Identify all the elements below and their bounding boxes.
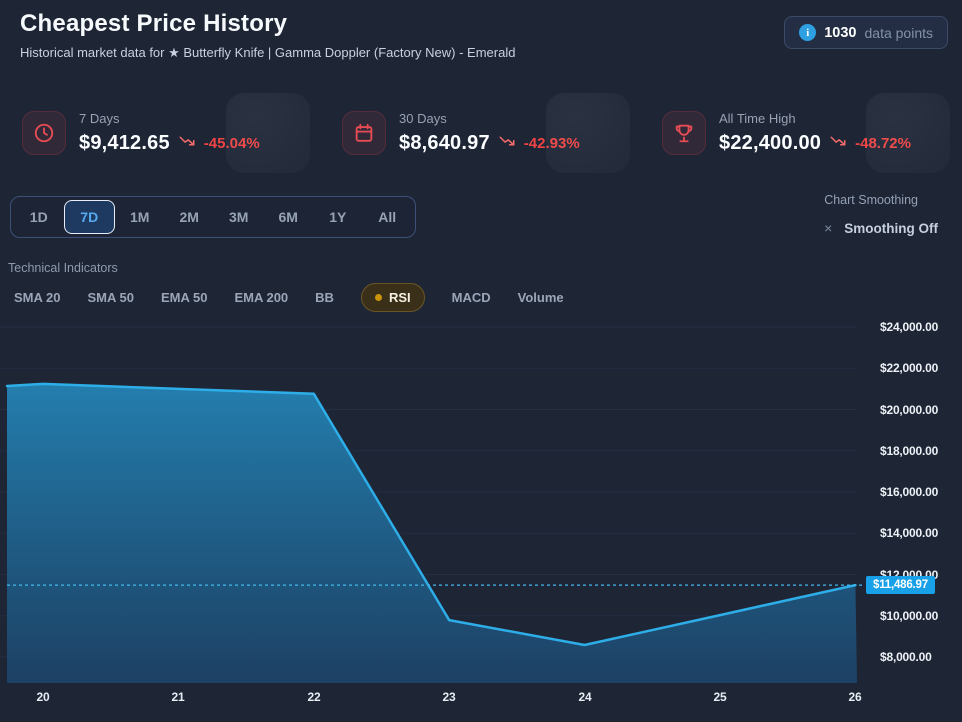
- time-range-selector: 1D 7D 1M 2M 3M 6M 1Y All: [10, 196, 416, 238]
- range-button-1m[interactable]: 1M: [130, 209, 150, 225]
- indicator-label: EMA 50: [160, 290, 208, 305]
- stats-row: 7 Days $9,412.65 -45.04% 30 Days $8,640.97 -4…: [0, 93, 962, 173]
- stat-label: All Time High: [719, 111, 796, 126]
- price-chart[interactable]: $24,000.00 $22,000.00 $20,000.00 $18,000.00…: [0, 318, 962, 722]
- trending-down-icon: [829, 132, 847, 155]
- range-button-1d[interactable]: 1D: [29, 209, 48, 225]
- indicator-label: EMA 200: [234, 290, 289, 305]
- indicator-label: SMA 20: [14, 290, 61, 305]
- price-line: [5, 382, 857, 647]
- indicators-row: SMA 20 SMA 50 EMA 50 EMA 200 BB RSI MACD Volume: [14, 282, 564, 313]
- card-decoration: [866, 93, 950, 173]
- x-axis-label: 26: [848, 690, 862, 704]
- stat-value: $9,412.65: [79, 132, 170, 154]
- y-axis-label: $24,000.00: [880, 320, 939, 334]
- stat-label: 7 Days: [79, 111, 120, 126]
- trending-down-icon: [178, 132, 196, 155]
- stat-card-30-days: 30 Days $8,640.97 -42.93%: [330, 93, 630, 173]
- stat-value: $8,640.97: [399, 132, 490, 154]
- card-decoration: [546, 93, 630, 173]
- range-button-7d[interactable]: 7D: [63, 200, 115, 234]
- indicator-button-rsi[interactable]: RSI: [360, 283, 425, 312]
- current-price-tag: $11,486.97: [866, 576, 935, 594]
- indicator-button-sma-20[interactable]: SMA 20: [14, 290, 60, 305]
- range-button-3m[interactable]: 3M: [229, 209, 249, 225]
- indicator-label: MACD: [451, 290, 491, 305]
- calendar-icon: [342, 111, 386, 155]
- x-axis-label: 25: [713, 690, 727, 704]
- stat-label: 30 Days: [399, 111, 447, 126]
- stat-change: -48.72%: [855, 135, 911, 152]
- info-icon: i: [799, 24, 817, 41]
- trending-down-icon: [498, 132, 516, 155]
- data-points-count: 1030: [824, 24, 857, 41]
- x-axis-label: 20: [36, 690, 50, 704]
- y-axis-label: $18,000.00: [880, 444, 939, 458]
- indicator-button-volume[interactable]: Volume: [518, 290, 564, 305]
- stat-value: $22,400.00: [719, 132, 822, 154]
- price-area-fill: [7, 383, 857, 683]
- x-axis-label: 21: [171, 690, 185, 704]
- indicator-button-ema-50[interactable]: EMA 50: [161, 290, 207, 305]
- x-axis-label: 24: [578, 690, 592, 704]
- x-axis-label: 22: [307, 690, 321, 704]
- chart-smoothing: Chart Smoothing × Smoothing Off: [824, 193, 938, 238]
- trophy-icon: [662, 111, 706, 155]
- active-indicator-dot: [374, 294, 382, 301]
- clock-icon: [22, 111, 66, 155]
- technical-indicators-label: Technical Indicators: [8, 261, 118, 275]
- y-axis-label: $16,000.00: [880, 485, 939, 499]
- x-axis-label: 23: [442, 690, 456, 704]
- range-button-1y[interactable]: 1Y: [329, 209, 347, 225]
- smoothing-chip[interactable]: × Smoothing Off: [824, 220, 938, 236]
- data-points-badge: i 1030 data points: [784, 16, 948, 49]
- range-button-2m[interactable]: 2M: [179, 209, 199, 225]
- indicator-label: RSI: [388, 290, 411, 305]
- indicator-button-bb[interactable]: BB: [315, 290, 334, 305]
- indicator-label: SMA 50: [87, 290, 134, 305]
- y-axis-label: $22,000.00: [880, 361, 939, 375]
- y-axis-label: $8,000.00: [880, 650, 932, 664]
- chart-smoothing-label: Chart Smoothing: [824, 193, 918, 207]
- stat-card-all-time-high: All Time High $22,400.00 -48.72%: [650, 93, 950, 173]
- page-subtitle: Historical market data for ★ Butterfly K…: [20, 45, 516, 60]
- smoothing-value: Smoothing Off: [844, 220, 938, 236]
- y-axis-label: $10,000.00: [880, 609, 939, 623]
- y-axis-label: $14,000.00: [880, 526, 939, 540]
- y-axis-label: $20,000.00: [880, 403, 939, 417]
- price-area-plot[interactable]: [0, 318, 962, 686]
- card-decoration: [226, 93, 310, 173]
- stat-card-7-days: 7 Days $9,412.65 -45.04%: [10, 93, 310, 173]
- indicator-button-macd[interactable]: MACD: [452, 290, 491, 305]
- stat-change: -42.93%: [524, 135, 580, 152]
- indicator-button-sma-50[interactable]: SMA 50: [87, 290, 133, 305]
- indicator-label: Volume: [517, 290, 564, 305]
- range-button-all[interactable]: All: [378, 209, 397, 225]
- indicator-button-ema-200[interactable]: EMA 200: [234, 290, 288, 305]
- range-button-6m[interactable]: 6M: [278, 209, 298, 225]
- header: Cheapest Price History Historical market…: [20, 10, 762, 61]
- close-icon[interactable]: ×: [824, 220, 833, 236]
- data-points-label: data points: [864, 24, 934, 41]
- indicator-label: BB: [315, 290, 334, 305]
- page-title: Cheapest Price History: [20, 10, 288, 37]
- stat-change: -45.04%: [204, 135, 260, 152]
